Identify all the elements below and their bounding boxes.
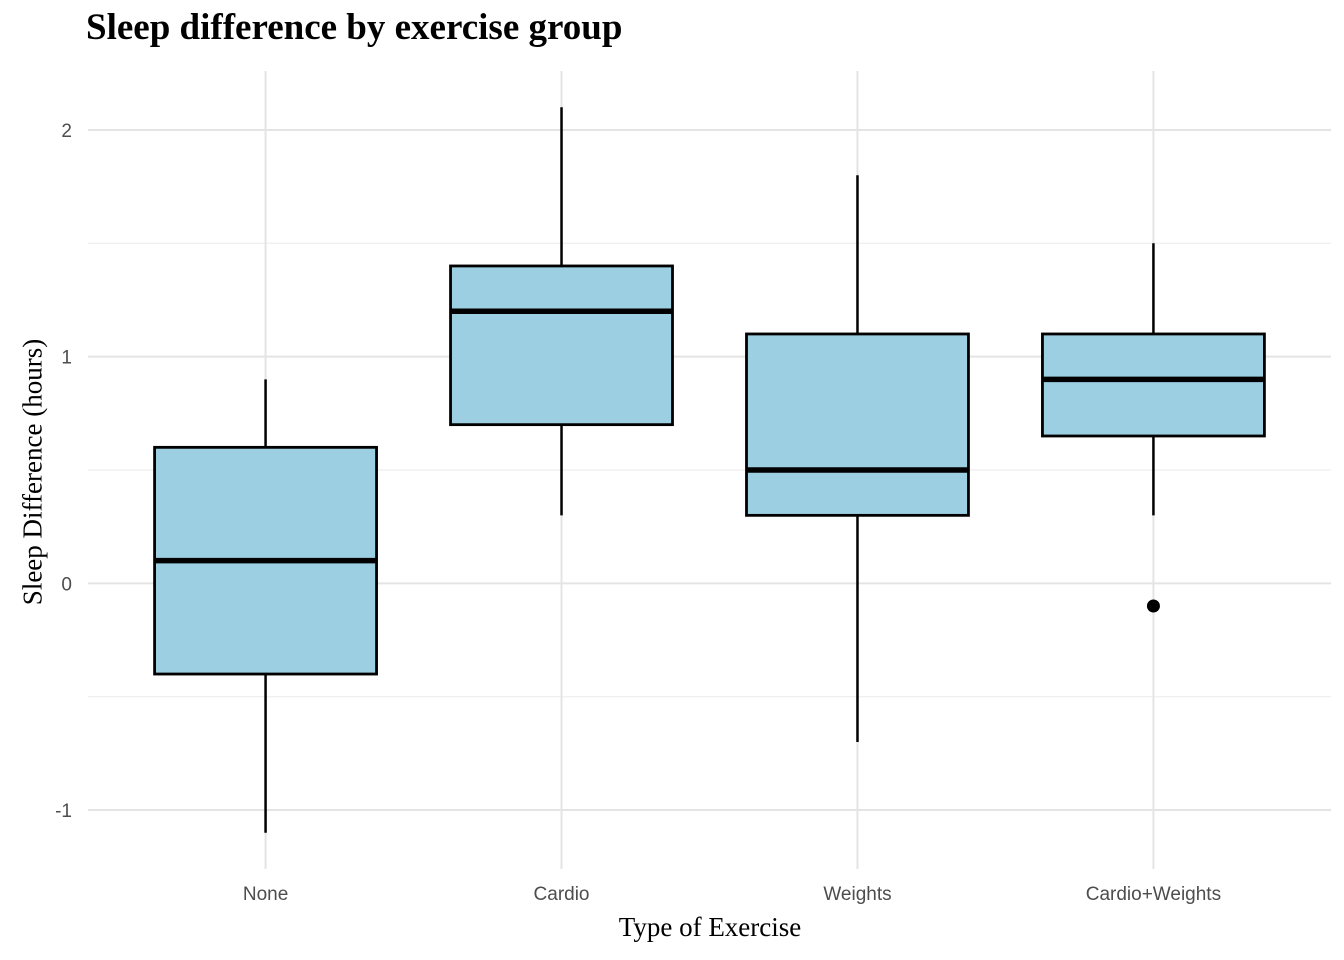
outlier-point-cardio-weights (1146, 599, 1160, 613)
y-tick-label: 2 (61, 121, 72, 142)
chart-title: Sleep difference by exercise group (86, 7, 623, 48)
x-tick-label: None (243, 884, 288, 905)
x-axis-title: Type of Exercise (618, 912, 802, 942)
x-tick-label: Cardio+Weights (1086, 884, 1221, 905)
box-cardio (449, 264, 674, 427)
x-tick-label: Cardio (534, 884, 590, 905)
y-tick-label: -1 (55, 801, 72, 822)
x-tick-label: Weights (823, 884, 891, 905)
box-cardio-weights (1041, 332, 1266, 438)
y-tick-label: 1 (61, 348, 72, 369)
y-tick-label: 0 (61, 574, 72, 595)
box-weights (745, 332, 970, 517)
